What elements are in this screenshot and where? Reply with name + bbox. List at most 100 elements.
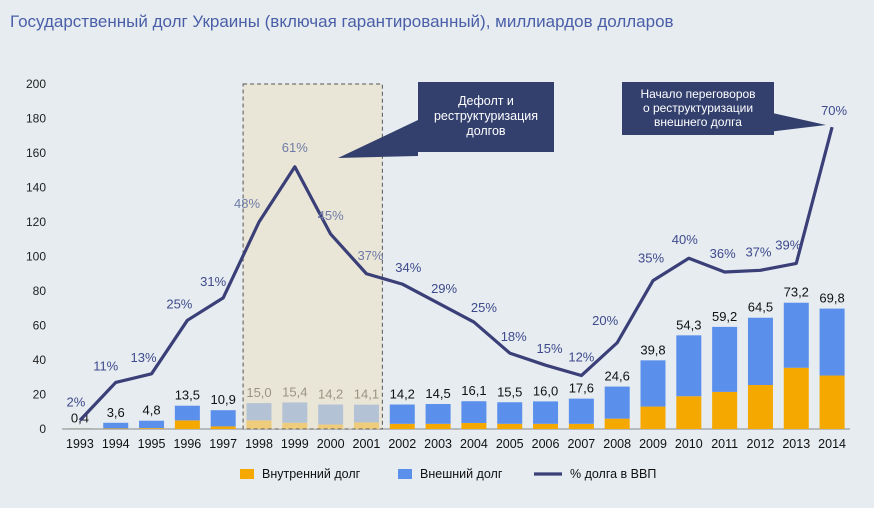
- bar-total-label-2011: 59,2: [712, 309, 737, 324]
- bar-external-1997: [210, 410, 236, 427]
- bar-external-2009: [640, 360, 666, 407]
- bar-domestic-1997: [210, 426, 236, 429]
- line-point-label-2007: 12%: [568, 350, 594, 365]
- y-tick-label: 0: [39, 422, 46, 436]
- bar-external-2005: [497, 402, 523, 424]
- y-tick-label: 40: [33, 353, 47, 367]
- bar-domestic-2010: [676, 396, 702, 429]
- y-tick-label: 20: [33, 388, 47, 402]
- bar-total-label-1997: 10,9: [211, 392, 236, 407]
- x-tick-label-1998: 1998: [245, 437, 273, 451]
- bar-external-2011: [712, 326, 738, 392]
- bar-total-label-1994: 3,6: [107, 405, 125, 420]
- highlight-default-period: [242, 83, 383, 430]
- x-tick-label-2008: 2008: [603, 437, 631, 451]
- y-tick-label: 120: [26, 215, 46, 229]
- line-point-label-2014: 70%: [821, 103, 847, 118]
- bar-total-label-1996: 13,5: [175, 388, 200, 403]
- debt-gdp-line: [78, 126, 834, 422]
- line-point-label-1997: 31%: [200, 274, 226, 289]
- bar-domestic-2002: [389, 423, 415, 429]
- line-point-label-2011: 36%: [710, 246, 736, 261]
- bar-external-1994: [103, 422, 129, 429]
- x-tick-label-1996: 1996: [173, 437, 201, 451]
- line-point-label-2002: 34%: [395, 260, 421, 275]
- bar-external-2014: [819, 308, 845, 376]
- x-tick-label-1997: 1997: [209, 437, 237, 451]
- bar-external-2012: [747, 317, 773, 386]
- line-point-label-2001: 37%: [357, 248, 383, 263]
- callout-pointer-default: [338, 120, 418, 158]
- callout-default-line-0: Дефолт и: [458, 94, 514, 108]
- callout-default-line-2: долгов: [466, 124, 506, 138]
- bar-total-label-2007: 17,6: [569, 381, 594, 396]
- bar-domestic-2012: [747, 385, 773, 429]
- x-tick-label-2007: 2007: [567, 437, 595, 451]
- legend-swatch-external: [398, 469, 412, 479]
- y-tick-label: 60: [33, 319, 47, 333]
- y-tick-label: 100: [26, 250, 46, 264]
- x-tick-label-2014: 2014: [818, 437, 846, 451]
- line-point-label-1995: 13%: [131, 350, 157, 365]
- line-point-label-2012: 37%: [745, 244, 771, 259]
- y-tick-label: 200: [26, 77, 46, 91]
- bar-domestic-2008: [604, 418, 630, 429]
- bar-external-2007: [568, 398, 594, 424]
- bar-total-label-2006: 16,0: [533, 383, 558, 398]
- line-point-label-1999: 61%: [282, 140, 308, 155]
- bar-domestic-2005: [497, 423, 523, 429]
- line-point-label-1994: 11%: [93, 358, 118, 373]
- x-tick-label-1999: 1999: [281, 437, 309, 451]
- bar-total-label-2014: 69,8: [819, 291, 844, 306]
- x-tick-label-1993: 1993: [66, 437, 94, 451]
- callout-default-line-1: реструктуризация: [434, 109, 538, 123]
- line-point-label-2013: 39%: [775, 237, 801, 252]
- bar-domestic-1996: [174, 420, 200, 429]
- bar-total-label-2003: 14,5: [425, 386, 450, 401]
- line-point-label-2009: 35%: [638, 251, 664, 266]
- line-point-label-1996: 25%: [166, 296, 192, 311]
- bar-domestic-2007: [568, 423, 594, 429]
- chart-title: Государственный долг Украины (включая га…: [10, 12, 674, 31]
- x-tick-label-2013: 2013: [782, 437, 810, 451]
- callout-negotiations-line-0: Начало переговоров: [640, 87, 755, 101]
- bar-external-2006: [533, 401, 559, 424]
- y-tick-label: 160: [26, 146, 46, 160]
- bar-total-label-2008: 24,6: [605, 369, 630, 384]
- x-tick-label-2000: 2000: [317, 437, 345, 451]
- bar-external-2004: [461, 401, 487, 423]
- x-tick-label-2009: 2009: [639, 437, 667, 451]
- bar-domestic-2006: [533, 423, 559, 429]
- y-tick-label: 80: [33, 284, 47, 298]
- x-tick-label-2005: 2005: [496, 437, 524, 451]
- line-point-label-2008: 20%: [592, 313, 618, 328]
- y-tick-label: 140: [26, 181, 46, 195]
- legend-label-gdp: % долга в ВВП: [570, 467, 656, 481]
- bar-domestic-2011: [712, 391, 738, 429]
- callout-negotiations-line-2: внешнего долга: [654, 115, 742, 129]
- x-tick-label-2002: 2002: [388, 437, 416, 451]
- x-tick-label-2010: 2010: [675, 437, 703, 451]
- line-point-label-2010: 40%: [672, 232, 698, 247]
- bar-total-label-2012: 64,5: [748, 300, 773, 315]
- bar-total-label-2005: 15,5: [497, 384, 522, 399]
- bar-total-label-2002: 14,2: [390, 387, 415, 402]
- legend-label-external: Внешний долг: [420, 467, 503, 481]
- bar-total-label-2010: 54,3: [676, 317, 701, 332]
- x-tick-label-1994: 1994: [102, 437, 130, 451]
- bar-domestic-1995: [139, 428, 165, 429]
- line-point-label-2000: 45%: [318, 208, 344, 223]
- bar-domestic-2013: [783, 367, 809, 429]
- line-point-label-1993: 2%: [67, 394, 86, 409]
- x-tick-label-2001: 2001: [353, 437, 381, 451]
- bar-external-2010: [676, 335, 702, 397]
- bar-external-2002: [389, 404, 415, 424]
- x-tick-label-2006: 2006: [532, 437, 560, 451]
- line-point-label-1998: 48%: [234, 196, 260, 211]
- bar-external-2003: [425, 403, 451, 424]
- callout-box-default: [418, 82, 554, 152]
- bar-external-1995: [139, 420, 165, 429]
- bar-total-label-2009: 39,8: [640, 342, 665, 357]
